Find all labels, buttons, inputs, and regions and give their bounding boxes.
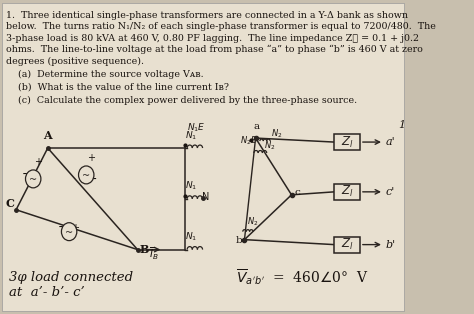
Text: ~: ~ [82, 171, 90, 181]
Text: c: c [294, 188, 300, 197]
Text: $N_1$: $N_1$ [184, 129, 197, 142]
Text: $N_2$: $N_2$ [271, 127, 283, 140]
Text: (c)  Calculate the complex power delivered by the three-phase source.: (c) Calculate the complex power delivere… [6, 96, 357, 105]
Text: ~: ~ [65, 228, 73, 238]
Text: +: + [71, 223, 79, 233]
Text: +: + [34, 157, 42, 167]
Bar [334, 184, 360, 200]
Circle shape [26, 170, 41, 188]
Text: 3-phase load is 80 kVA at 460 V, 0.80 PF lagging.  The line impedance Zℓ = 0.1 +: 3-phase load is 80 kVA at 460 V, 0.80 PF… [6, 34, 419, 43]
Text: $N_1$: $N_1$ [184, 180, 197, 192]
Text: $Z_l$: $Z_l$ [341, 184, 354, 199]
Text: $N_1E$: $N_1E$ [187, 121, 206, 134]
Text: −: − [58, 221, 69, 234]
Text: 3φ load connected
at  a’- b’- c’: 3φ load connected at a’- b’- c’ [9, 272, 133, 300]
Bar [334, 237, 360, 252]
Circle shape [62, 223, 77, 241]
Text: a: a [254, 122, 260, 131]
Text: $Z_l$: $Z_l$ [341, 237, 354, 252]
Text: (b)  What is the value of the line current Iʙ?: (b) What is the value of the line curren… [6, 83, 229, 92]
Text: ~: ~ [29, 175, 37, 185]
Text: 1.  Three identical single-phase transformers are connected in a Y-Δ bank as sho: 1. Three identical single-phase transfor… [6, 11, 408, 20]
Text: C: C [6, 198, 15, 209]
Text: below.  The turns ratio N₁/N₂ of each single-phase transformer is equal to 7200/: below. The turns ratio N₁/N₂ of each sin… [6, 22, 436, 31]
Text: degrees (positive sequence).: degrees (positive sequence). [6, 57, 144, 66]
Text: (a)  Determine the source voltage Vᴀʙ.: (a) Determine the source voltage Vᴀʙ. [6, 70, 203, 79]
Text: $N_1$: $N_1$ [184, 230, 197, 243]
Text: −: − [22, 167, 33, 181]
Text: a': a' [386, 137, 395, 147]
Text: $N_2E$: $N_2E$ [240, 134, 258, 147]
Text: $\overline{I}_B$: $\overline{I}_B$ [149, 246, 159, 263]
Text: $N_2$: $N_2$ [264, 139, 275, 152]
Text: b: b [236, 236, 243, 245]
Bar [334, 134, 360, 150]
Text: A: A [43, 130, 51, 141]
Text: +: + [87, 153, 95, 163]
Text: $\overline{V}_{a'b'}$  =  460$\angle$0°  V: $\overline{V}_{a'b'}$ = 460$\angle$0° V [236, 268, 369, 287]
Text: ohms.  The line-to-line voltage at the load from phase “a” to phase “b” is 460 V: ohms. The line-to-line voltage at the lo… [6, 45, 423, 54]
Text: 1: 1 [399, 120, 406, 130]
Text: N: N [202, 192, 209, 202]
Text: $Z_l$: $Z_l$ [341, 134, 354, 149]
Text: −: − [87, 173, 98, 186]
Text: B: B [139, 244, 149, 255]
Text: c': c' [386, 187, 395, 197]
Circle shape [79, 166, 94, 184]
Text: b': b' [386, 240, 396, 250]
Text: $N_2$: $N_2$ [247, 216, 258, 228]
